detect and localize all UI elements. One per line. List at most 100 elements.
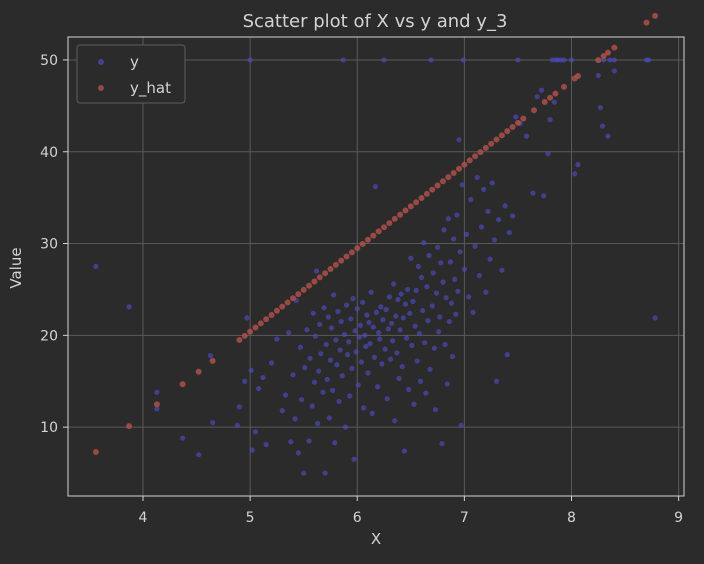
y-hat-point [531, 107, 538, 114]
y-point [530, 190, 536, 196]
y-point [460, 57, 466, 63]
y-point [340, 57, 346, 63]
y-point [506, 229, 512, 236]
y-hat-point [322, 270, 329, 277]
y-point [334, 362, 340, 368]
y-point [364, 312, 370, 318]
y-hat-point [504, 128, 511, 135]
y-point [355, 382, 361, 388]
y-point [400, 315, 406, 321]
y-point [408, 255, 414, 261]
y-point [431, 345, 437, 351]
grid-lines [68, 37, 684, 496]
y-point [392, 418, 398, 424]
y-point [513, 114, 519, 120]
axis-ticks: 4 5 6 7 8 9 10 20 30 40 50 [40, 53, 683, 526]
y-point [298, 397, 305, 403]
y-hat-point [241, 332, 248, 339]
y-point [387, 356, 394, 362]
y-point [210, 419, 216, 426]
y-hat-point [643, 19, 650, 26]
y-point [391, 281, 397, 287]
y-hat-point [343, 253, 350, 260]
y-point [445, 216, 451, 222]
y-point [459, 182, 465, 188]
y-hat-point [354, 245, 361, 252]
y-point [180, 435, 186, 441]
y-point [352, 328, 358, 334]
y-hat-point [514, 119, 521, 126]
y-point [330, 387, 336, 394]
y-point [373, 309, 380, 315]
y-point [390, 338, 396, 344]
y-point [407, 310, 413, 316]
y-point [423, 390, 429, 396]
y-point [538, 87, 545, 93]
y-point [428, 57, 434, 63]
y-hat-point [407, 203, 414, 210]
y-point [472, 243, 478, 249]
y-point [360, 299, 366, 305]
y-hat-point [179, 381, 186, 388]
y-point [403, 335, 410, 341]
y-point [487, 256, 493, 262]
y-point [361, 405, 367, 411]
y-point [523, 133, 530, 139]
y-hat-point [300, 286, 307, 293]
y-hat-point [295, 291, 302, 298]
y-hat-point [413, 199, 420, 206]
y-hat-point [332, 261, 339, 268]
y-hat-point [263, 316, 270, 323]
y-point [301, 470, 307, 476]
chart-title: Scatter plot of X vs y and y_3 [243, 11, 508, 32]
y-axis-label: Value [7, 247, 25, 288]
y-point [416, 330, 422, 337]
y-point [426, 252, 432, 259]
y-point [346, 339, 352, 345]
y-point [307, 355, 313, 361]
y-hat-point [429, 186, 436, 193]
y-point [311, 379, 317, 385]
y-point [343, 302, 350, 308]
y-point [338, 318, 344, 325]
legend-box [76, 44, 186, 104]
y-hat-point [652, 12, 659, 19]
y-point [394, 350, 400, 356]
y-point [551, 99, 557, 105]
y-point [420, 307, 426, 314]
y-point [367, 341, 373, 347]
y-point [457, 249, 463, 255]
y-point [347, 393, 353, 399]
y-point [496, 217, 502, 223]
y-hat-point [561, 83, 568, 90]
y-point [483, 289, 489, 295]
y-hat-point [279, 303, 286, 310]
y-point [499, 267, 505, 273]
y-point [353, 349, 359, 355]
y-point [468, 196, 474, 203]
y-point [412, 323, 418, 329]
y-point [252, 429, 259, 435]
y-point [405, 286, 411, 293]
y-hat-point [595, 57, 602, 64]
y-point [315, 420, 321, 427]
x-tick-label: 5 [246, 510, 255, 526]
y-point [304, 327, 310, 333]
y-hat-point [386, 220, 393, 227]
y-point [502, 203, 508, 209]
y-point [356, 334, 362, 340]
x-tick-label: 8 [567, 510, 576, 526]
y-point [597, 105, 604, 111]
y-point [438, 260, 444, 266]
y-hat-point [466, 157, 473, 164]
y-point [493, 378, 500, 384]
y-hat-point [311, 278, 318, 285]
y-point [236, 404, 243, 410]
y-hat-point [482, 144, 489, 151]
y-point [481, 186, 487, 192]
y-hat-point [359, 240, 366, 247]
y-point [93, 263, 99, 270]
y-point [436, 329, 442, 335]
y-point [295, 450, 301, 456]
